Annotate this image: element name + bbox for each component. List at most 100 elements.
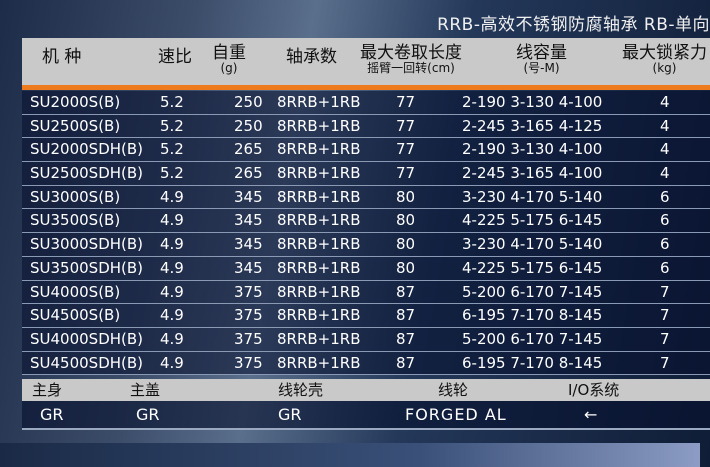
material-label: 线轮壳 [278, 381, 324, 399]
table-header: 机 种 速比 自重 (g) 轴承数 最大卷取长度 摇臂一回转(cm) 线容量 (号-M… [22, 38, 710, 85]
header-retrieve: 最大卷取长度 摇臂一回转(cm) [360, 43, 462, 75]
cell-bearings: 8RRB+1RB [277, 306, 361, 325]
table-row: SU4000S(B) 4.9 375 8RRB+1RB 87 5-200 6-170 7-… [22, 280, 710, 305]
material-label: I/O系统 [568, 381, 620, 399]
cell-drag: 6 [660, 235, 670, 254]
material-value: FORGED AL [405, 405, 507, 424]
cell-bearings: 8RRB+1RB [277, 93, 361, 111]
header-bearings: 轴承数 [286, 47, 337, 67]
cell-weight: 345 [234, 235, 263, 254]
cell-bearings: 8RRB+1RB [277, 353, 361, 372]
material-values: GR GR GR FORGED AL ← [22, 401, 710, 430]
cell-retrieve: 80 [396, 187, 416, 206]
cell-capacity: 5-200 6-170 7-145 [462, 329, 603, 348]
cell-drag: 4 [660, 164, 670, 183]
cell-ratio: 4.9 [160, 282, 184, 301]
cell-ratio: 4.9 [160, 329, 184, 348]
cell-weight: 250 [234, 93, 263, 111]
table-row: SU2000SDH(B) 5.2 265 8RRB+1RB 77 2-190 3-130 … [22, 138, 710, 163]
cell-bearings: 8RRB+1RB [277, 329, 361, 348]
header-ratio: 速比 [158, 47, 192, 67]
cell-weight: 265 [234, 140, 263, 159]
cell-model: SU2500SDH(B) [30, 164, 144, 183]
cell-bearings: 8RRB+1RB [277, 211, 361, 230]
cell-model: SU2000S(B) [30, 93, 121, 111]
cell-capacity: 2-190 3-130 4-100 [462, 93, 603, 111]
material-header: 主身 主盖 线轮壳 线轮 I/O系统 [22, 379, 710, 401]
cell-capacity: 3-230 4-170 5-140 [462, 235, 603, 254]
cell-bearings: 8RRB+1RB [277, 140, 361, 159]
header-drag: 最大锁紧力 (kg) [622, 43, 707, 75]
cell-weight: 250 [234, 116, 263, 135]
cell-weight: 375 [234, 282, 263, 301]
cell-retrieve: 87 [396, 306, 416, 325]
table-row: SU3000S(B) 4.9 345 8RRB+1RB 80 3-230 4-170 5-… [22, 185, 710, 210]
cell-retrieve: 80 [396, 258, 416, 277]
cell-retrieve: 77 [396, 164, 416, 183]
cell-ratio: 4.9 [160, 306, 184, 325]
material-value: GR [136, 405, 160, 424]
cell-model: SU2000SDH(B) [30, 140, 144, 159]
cell-retrieve: 77 [396, 140, 416, 159]
cell-model: SU4500S(B) [30, 306, 121, 325]
cell-model: SU4000S(B) [30, 282, 121, 301]
cell-retrieve: 77 [396, 93, 416, 111]
cell-drag: 7 [660, 353, 670, 372]
cell-retrieve: 87 [396, 353, 416, 372]
cell-bearings: 8RRB+1RB [277, 235, 361, 254]
cell-retrieve: 80 [396, 235, 416, 254]
material-value: GR [40, 405, 64, 424]
cell-weight: 265 [234, 164, 263, 183]
cell-model: SU3500SDH(B) [30, 258, 144, 277]
cell-bearings: 8RRB+1RB [277, 187, 361, 206]
cell-capacity: 2-245 3-165 4-100 [462, 164, 603, 183]
cell-retrieve: 87 [396, 329, 416, 348]
cell-ratio: 4.9 [160, 258, 184, 277]
header-capacity: 线容量 (号-M) [516, 43, 567, 75]
cell-capacity: 6-195 7-170 8-145 [462, 306, 603, 325]
cell-weight: 345 [234, 258, 263, 277]
cell-drag: 4 [660, 93, 670, 111]
cell-capacity: 6-195 7-170 8-145 [462, 353, 603, 372]
cell-drag: 6 [660, 258, 670, 277]
cell-weight: 345 [234, 211, 263, 230]
table-row: SU2000S(B) 5.2 250 8RRB+1RB 77 2-190 3-130 4-… [22, 91, 710, 115]
cell-bearings: 8RRB+1RB [277, 282, 361, 301]
cell-bearings: 8RRB+1RB [277, 258, 361, 277]
table-row: SU3000SDH(B) 4.9 345 8RRB+1RB 80 3-230 4-170 … [22, 233, 710, 257]
cell-retrieve: 77 [396, 116, 416, 135]
cell-capacity: 3-230 4-170 5-140 [462, 187, 603, 206]
cell-ratio: 4.9 [160, 235, 184, 254]
cell-model: SU4500SDH(B) [30, 353, 144, 372]
material-value: ← [584, 405, 598, 424]
cell-model: SU2500S(B) [30, 116, 121, 135]
legend-text: RRB-高效不锈钢防腐轴承 RB-单向 [437, 15, 710, 35]
cell-drag: 7 [660, 282, 670, 301]
cell-capacity: 4-225 5-175 6-145 [462, 211, 603, 230]
material-label: 主身 [32, 381, 63, 399]
table-row: SU2500S(B) 5.2 250 8RRB+1RB 77 2-245 3-165 4-… [22, 114, 710, 139]
table-row: SU2500SDH(B) 5.2 265 8RRB+1RB 77 2-245 3-165 … [22, 162, 710, 186]
cell-ratio: 5.2 [160, 116, 184, 135]
material-label: 主盖 [130, 381, 161, 399]
cell-drag: 7 [660, 329, 670, 348]
material-label: 线轮 [438, 381, 469, 399]
cell-ratio: 4.9 [160, 187, 184, 206]
cell-ratio: 5.2 [160, 140, 184, 159]
cell-ratio: 4.9 [160, 211, 184, 230]
cell-retrieve: 87 [396, 282, 416, 301]
header-model: 机 种 [42, 47, 82, 67]
cell-capacity: 2-245 3-165 4-125 [462, 116, 603, 135]
material-value: GR [278, 405, 302, 424]
cell-weight: 345 [234, 187, 263, 206]
accent-divider [22, 85, 710, 90]
cell-model: SU3000SDH(B) [30, 235, 144, 254]
table-row: SU3500S(B) 4.9 345 8RRB+1RB 80 4-225 5-175 6-… [22, 209, 710, 234]
cell-capacity: 2-190 3-130 4-100 [462, 140, 603, 159]
cell-ratio: 4.9 [160, 353, 184, 372]
cell-bearings: 8RRB+1RB [277, 116, 361, 135]
cell-model: SU3000S(B) [30, 187, 121, 206]
cell-drag: 7 [660, 306, 670, 325]
background-band [0, 443, 700, 467]
table-row: SU3500SDH(B) 4.9 345 8RRB+1RB 80 4-225 5-175 … [22, 256, 710, 281]
